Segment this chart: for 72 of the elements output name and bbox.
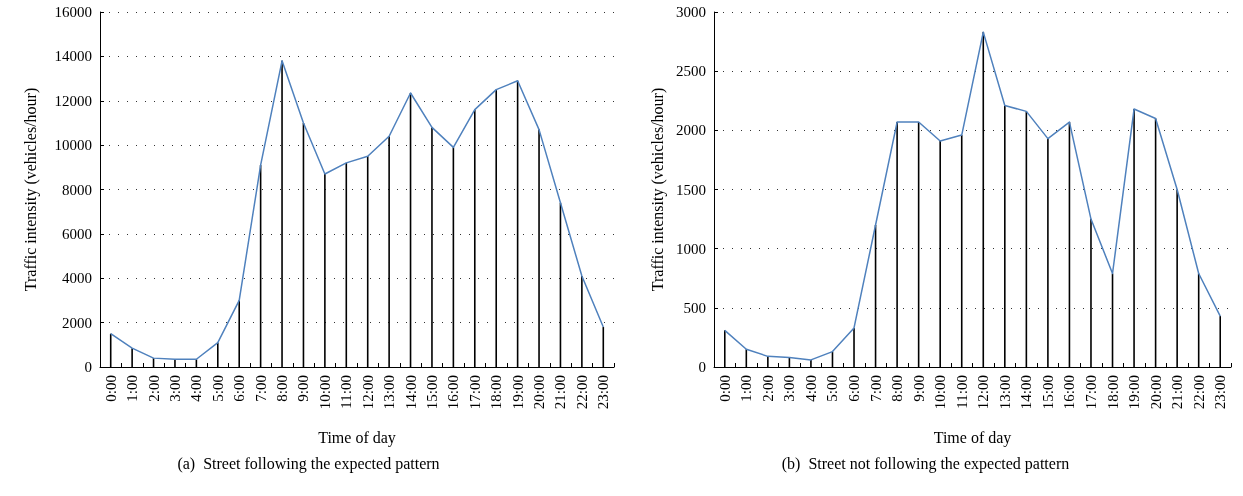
x-tick-label: 23:00	[1212, 375, 1229, 410]
x-tick-label: 9:00	[910, 375, 927, 402]
x-tick-label: 17:00	[1082, 375, 1099, 410]
x-tick-label: 5:00	[209, 375, 226, 402]
x-tick-label: 19:00	[1126, 375, 1143, 410]
x-tick-label: 16:00	[1061, 375, 1078, 410]
x-tick-label: 12:00	[975, 375, 992, 410]
line-series	[109, 60, 605, 360]
y-axis-title: Traffic intensity (vehicles/hour)	[21, 87, 40, 292]
y-tick-label: 2000	[62, 314, 92, 331]
x-tick-label: 19:00	[509, 375, 526, 410]
text: (b) Street not following the expected pattern	[781, 454, 1070, 473]
y-tick-label: 10000	[54, 137, 92, 154]
x-tick-label: 18:00	[1104, 375, 1121, 410]
text: (a) Street following the expected pattern	[177, 454, 440, 473]
y-tick-label: 2000	[676, 122, 706, 139]
x-tick-label: 22:00	[573, 375, 590, 410]
y-tick-label: 14000	[54, 48, 92, 65]
x-tick-label: 21:00	[1169, 375, 1186, 410]
x-tick-label: 9:00	[295, 375, 312, 402]
y-tick-label: 3000	[676, 4, 706, 20]
x-tick-label: 15:00	[423, 375, 440, 410]
line-series	[724, 31, 1221, 361]
y-tick-label: 2500	[676, 63, 706, 80]
x-tick-label: 20:00	[531, 375, 548, 410]
x-tick-label: 12:00	[359, 375, 376, 410]
x-tick-label: 14:00	[1018, 375, 1035, 410]
y-tick-label: 6000	[62, 225, 92, 242]
y-axis-title: Traffic intensity (vehicles/hour)	[648, 87, 667, 292]
x-tick-label: 6:00	[846, 375, 863, 402]
y-tick-label: 4000	[62, 270, 92, 287]
x-tick-label: 23:00	[595, 375, 612, 410]
x-tick-label: 17:00	[466, 375, 483, 410]
x-tick-label: 8:00	[889, 375, 906, 402]
x-tick-label: 20:00	[1147, 375, 1164, 410]
x-tick-label: 2:00	[145, 375, 162, 402]
y-tick-label: 1500	[676, 181, 706, 198]
y-tick-label: 0	[698, 359, 706, 375]
x-tick-label: 4:00	[188, 375, 205, 402]
x-tick-label: 7:00	[252, 375, 269, 402]
y-tick-label: 0	[84, 359, 92, 375]
x-tick-label: 16:00	[445, 375, 462, 410]
x-axis-title: Time of day	[318, 428, 396, 447]
x-tick-label: 5:00	[824, 375, 841, 402]
y-tick-label: 500	[683, 299, 706, 316]
x-tick-label: 13:00	[381, 375, 398, 410]
x-tick-label: 22:00	[1190, 375, 1207, 410]
x-tick-label: 0:00	[102, 375, 119, 402]
x-tick-label: 1:00	[738, 375, 755, 402]
x-tick-label: 7:00	[867, 375, 884, 402]
x-tick-label: 13:00	[996, 375, 1013, 410]
x-tick-label: 0:00	[716, 375, 733, 402]
y-tick-label: 8000	[62, 181, 92, 198]
x-tick-label: 8:00	[274, 375, 291, 402]
x-tick-label: 1:00	[124, 375, 141, 402]
x-tick-label: 3:00	[781, 375, 798, 402]
x-tick-label: 2:00	[759, 375, 776, 402]
x-tick-label: 11:00	[338, 375, 355, 409]
y-tick-label: 16000	[54, 4, 92, 20]
x-tick-label: 14:00	[402, 375, 419, 410]
y-tick-label: 12000	[54, 92, 92, 109]
x-axis-title: Time of day	[933, 428, 1012, 447]
x-tick-label: 3:00	[166, 375, 183, 402]
x-tick-label: 10:00	[932, 375, 949, 410]
x-tick-label: 21:00	[552, 375, 569, 410]
x-tick-label: 11:00	[953, 375, 970, 409]
x-tick-label: 10:00	[316, 375, 333, 410]
x-tick-label: 15:00	[1039, 375, 1056, 410]
x-tick-label: 4:00	[802, 375, 819, 402]
x-tick-label: 6:00	[231, 375, 248, 402]
x-tick-label: 18:00	[488, 375, 505, 410]
y-tick-label: 1000	[676, 240, 706, 257]
